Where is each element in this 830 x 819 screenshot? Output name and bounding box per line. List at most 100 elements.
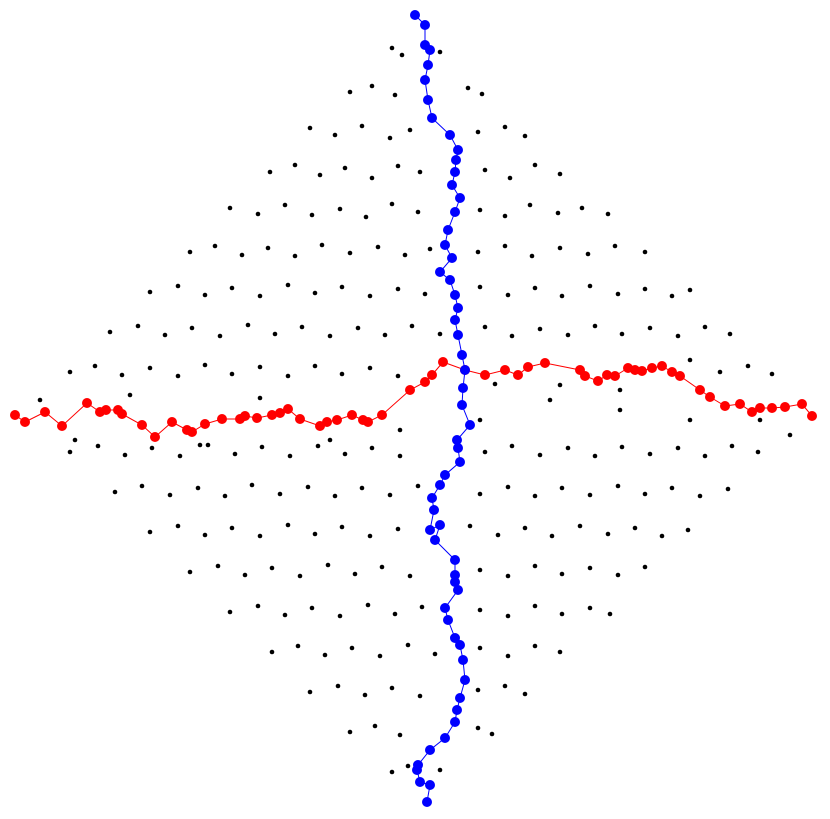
scatter-point xyxy=(202,362,208,368)
scatter-point xyxy=(285,282,291,288)
scatter-point xyxy=(259,444,265,450)
scatter-point xyxy=(147,529,153,535)
scatter-point xyxy=(505,484,511,490)
scatter-point xyxy=(227,609,233,615)
scatter-point xyxy=(315,443,321,449)
path-point xyxy=(420,377,430,387)
path-point xyxy=(427,370,437,380)
scatter-point xyxy=(349,645,355,651)
scatter-point xyxy=(217,333,223,339)
scatter-point xyxy=(402,252,408,258)
scatter-point xyxy=(437,49,443,55)
scatter-point xyxy=(675,445,681,451)
path-point xyxy=(322,417,332,427)
scatter-point xyxy=(585,251,591,257)
scatter-point xyxy=(292,253,298,259)
path-point xyxy=(450,577,460,587)
scatter-point xyxy=(389,45,395,51)
scatter-point xyxy=(725,486,731,492)
scatter-point xyxy=(399,52,405,58)
scatter-point xyxy=(395,163,401,169)
scatter-point xyxy=(339,524,345,530)
path-point xyxy=(332,415,342,425)
scatter-point xyxy=(642,286,648,292)
path-point xyxy=(410,10,420,20)
scatter-point xyxy=(72,437,78,443)
scatter-point xyxy=(532,603,538,609)
scatter-point xyxy=(532,563,538,569)
scatter-point xyxy=(615,291,621,297)
scatter-point xyxy=(532,162,538,168)
scatter-point xyxy=(502,124,508,130)
scatter-point xyxy=(509,333,515,339)
path-point xyxy=(657,361,667,371)
path-point xyxy=(667,367,677,377)
path-point xyxy=(447,180,457,190)
scatter-point xyxy=(67,369,73,375)
scatter-point xyxy=(729,443,735,449)
scatter-point xyxy=(342,451,348,457)
scatter-point xyxy=(269,565,275,571)
path-point xyxy=(580,371,590,381)
scatter-point xyxy=(257,364,263,370)
path-point xyxy=(430,535,440,545)
scatter-point xyxy=(642,564,648,570)
scatter-point xyxy=(245,322,251,328)
scatter-point xyxy=(332,493,338,499)
path-point xyxy=(440,733,450,743)
scatter-point xyxy=(397,453,403,459)
scatter-point xyxy=(389,769,395,775)
scatter-point xyxy=(162,332,168,338)
scatter-point xyxy=(669,293,675,299)
scatter-point xyxy=(332,132,338,138)
scatter-point xyxy=(697,493,703,499)
scatter-point xyxy=(367,293,373,299)
scatter-point xyxy=(347,250,353,256)
scatter-point xyxy=(222,493,228,499)
path-point xyxy=(450,570,460,580)
path-point xyxy=(445,275,455,285)
scatter-point xyxy=(769,371,775,377)
scatter-point xyxy=(755,449,761,455)
scatter-point xyxy=(325,562,331,568)
scatter-point xyxy=(577,523,583,529)
path-point xyxy=(405,385,415,395)
scatter-point xyxy=(477,417,483,423)
scatter-point xyxy=(232,451,238,457)
path-point xyxy=(705,392,715,402)
scatter-point xyxy=(615,572,621,578)
scatter-point xyxy=(647,325,653,331)
scatter-point xyxy=(482,324,488,330)
scatter-point xyxy=(119,372,125,378)
path-point xyxy=(453,330,463,340)
scatter-point xyxy=(387,492,393,498)
path-point xyxy=(540,358,550,368)
scatter-point xyxy=(502,243,508,249)
scatter-point xyxy=(389,685,395,691)
path-point xyxy=(440,470,450,480)
scatter-point xyxy=(322,652,328,658)
scatter-point xyxy=(532,643,538,649)
path-point xyxy=(267,410,277,420)
path-point xyxy=(57,421,67,431)
scatter-point xyxy=(532,493,538,499)
path-point xyxy=(427,113,437,123)
scatter-point xyxy=(267,169,273,175)
path-point xyxy=(117,409,127,419)
scatter-point xyxy=(339,371,345,377)
scatter-point xyxy=(365,602,371,608)
scatter-point xyxy=(587,605,593,611)
scatter-point xyxy=(377,653,383,659)
scatter-point xyxy=(95,443,101,449)
scatter-point xyxy=(285,522,291,528)
path-point xyxy=(675,371,685,381)
scatter-point xyxy=(107,329,113,335)
scatter-point xyxy=(475,249,481,255)
scatter-point xyxy=(312,531,318,537)
scatter-point xyxy=(579,205,585,211)
path-point xyxy=(137,420,147,430)
scatter-point xyxy=(507,175,513,181)
path-point xyxy=(435,267,445,277)
scatter-point xyxy=(195,485,201,491)
